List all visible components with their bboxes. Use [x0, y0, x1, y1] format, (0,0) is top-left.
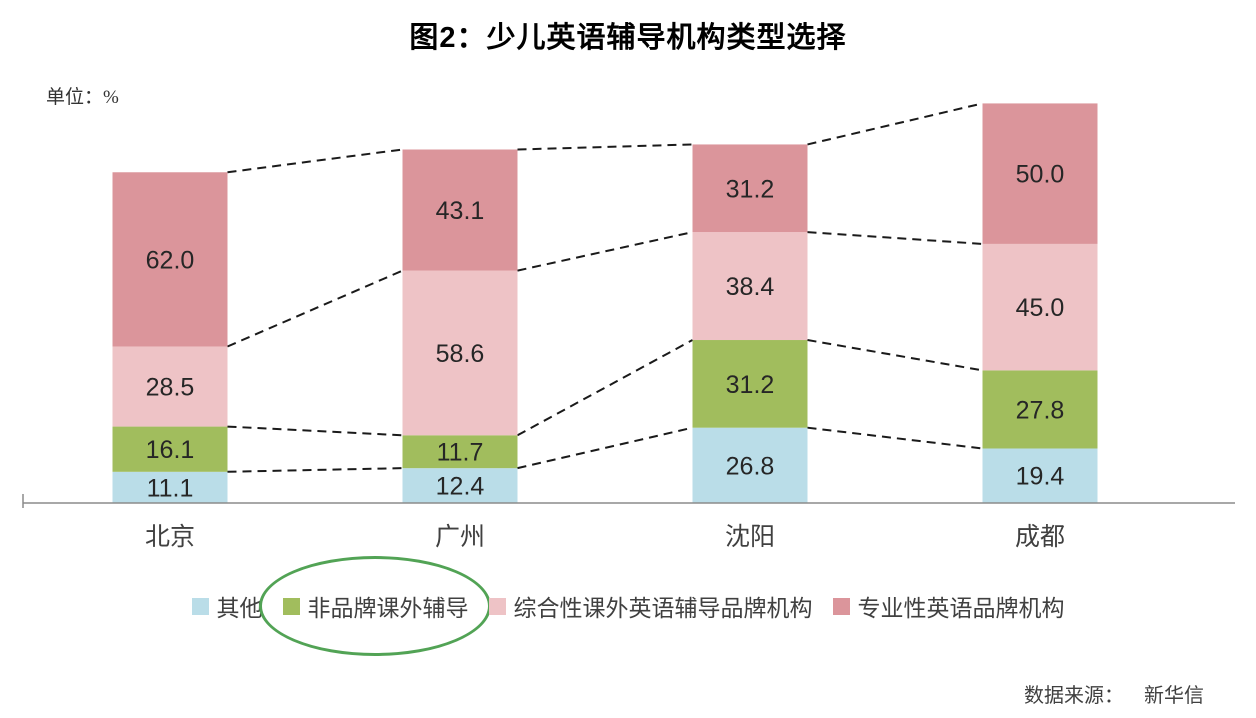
series-connector-line [517, 231, 693, 272]
value-label: 11.7 [437, 439, 484, 467]
legend-swatch-icon [488, 597, 506, 615]
bar-segment [112, 426, 228, 472]
x-axis-label: 北京 [145, 523, 195, 551]
bar-segment [112, 346, 228, 427]
chart-title: 图2：少儿英语辅导机构类型选择 [409, 22, 847, 54]
legend-item: 综合性课外英语辅导品牌机构 [488, 589, 813, 623]
bar-segment [692, 340, 808, 428]
stacked-bar-chart: 11.1 16.1 28.5 62.0 北京 12.4 11.7 58.6 43.1 广州 26.8… [22, 102, 1235, 551]
bar-segment [112, 172, 228, 347]
bar-segment [982, 103, 1098, 244]
value-label: 50.0 [1016, 161, 1065, 189]
value-label: 11.1 [147, 474, 194, 502]
x-axis-label: 沈阳 [725, 523, 775, 551]
series-connector-line [227, 425, 403, 437]
value-label: 31.2 [726, 371, 775, 399]
plot-area: 11.1 16.1 28.5 62.0 北京 12.4 11.7 58.6 43.1 广州 26.8… [22, 102, 1235, 551]
bar-segment [692, 144, 808, 233]
bar-segment [692, 427, 808, 503]
value-label: 58.6 [436, 340, 485, 368]
source-label: 数据来源： [1024, 685, 1124, 707]
legend-item: 非品牌课外辅导 [258, 556, 491, 656]
legend-swatch-icon [832, 597, 850, 615]
value-label: 27.8 [1016, 396, 1065, 424]
bar-segment [402, 149, 518, 271]
x-axis-label: 广州 [435, 523, 485, 551]
bar-segment [112, 471, 228, 503]
unit-label: 单位：% [46, 87, 119, 108]
series-connector-line [227, 467, 403, 473]
value-label: 38.4 [726, 273, 775, 301]
source-note: 数据来源： 新华信 [1024, 679, 1204, 708]
legend-swatch-icon [282, 597, 300, 615]
x-axis-label: 成都 [1015, 523, 1065, 551]
bar-segment [982, 370, 1098, 449]
value-label: 19.4 [1016, 463, 1065, 491]
legend-item: 其他 [191, 589, 263, 623]
series-connector-line [517, 426, 693, 470]
value-label: 12.4 [436, 473, 485, 501]
value-label: 31.2 [726, 175, 775, 203]
bar-segment [982, 448, 1098, 503]
series-connector-line [227, 269, 403, 348]
bar-segment [402, 270, 518, 436]
value-label: 26.8 [726, 452, 775, 480]
value-label: 16.1 [146, 436, 195, 464]
series-connector-line [807, 231, 983, 245]
series-connector-line [807, 426, 983, 450]
series-connector-line [807, 339, 983, 372]
bar-segment [402, 435, 518, 469]
legend-label: 非品牌课外辅导 [307, 596, 469, 621]
source-value: 新华信 [1144, 685, 1204, 707]
bar-segment [402, 468, 518, 503]
legend-item: 专业性英语品牌机构 [832, 589, 1065, 623]
legend-label: 综合性课外英语辅导品牌机构 [513, 596, 813, 621]
legend-swatch-icon [191, 597, 209, 615]
bar-segment [982, 243, 1098, 371]
value-label: 43.1 [436, 197, 485, 225]
legend-label: 专业性英语品牌机构 [857, 596, 1065, 621]
value-label: 62.0 [146, 246, 195, 274]
series-connector-line [227, 148, 403, 174]
series-connector-line [517, 339, 693, 437]
legend-label: 其他 [216, 596, 263, 621]
bar-segment [692, 232, 808, 341]
value-label: 28.5 [146, 374, 195, 402]
value-label: 45.0 [1016, 294, 1065, 322]
series-connector-line [807, 102, 983, 146]
legend: 其他 非品牌课外辅导 综合性课外英语辅导品牌机构 专业性英语品牌机构 [0, 556, 1256, 656]
series-connector-line [517, 143, 693, 151]
